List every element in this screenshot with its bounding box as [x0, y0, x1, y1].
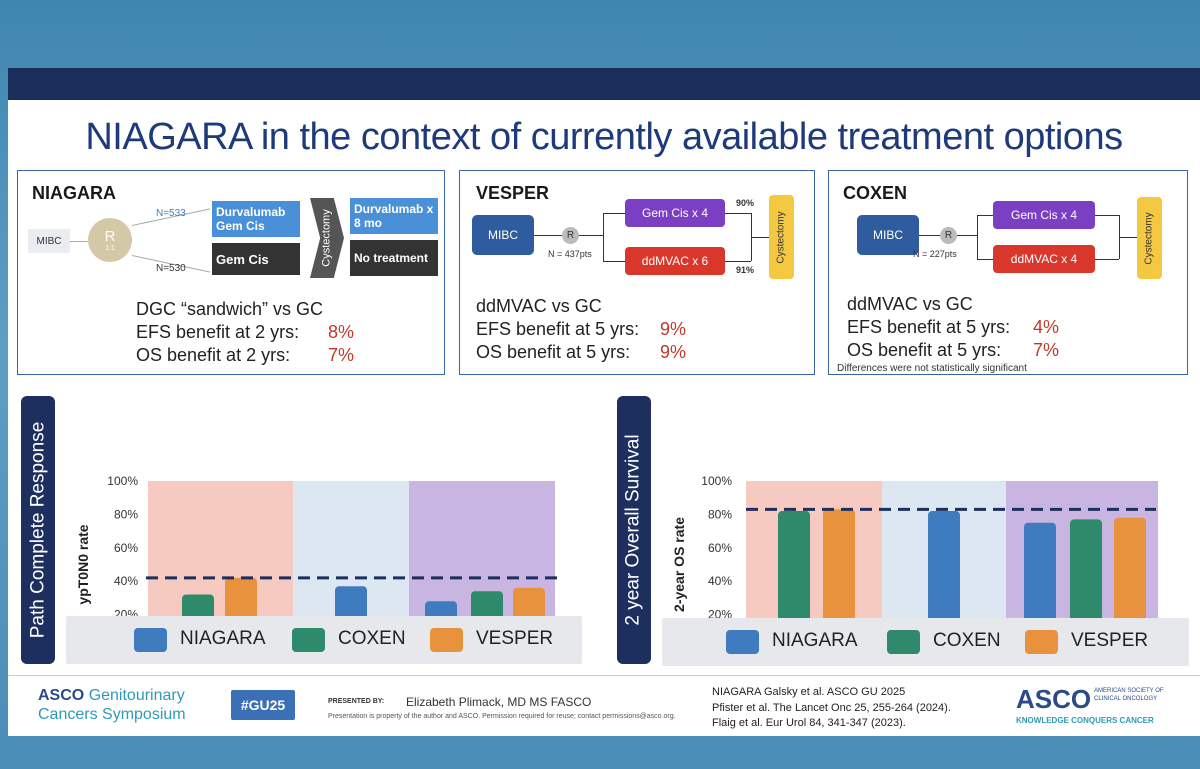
slide: NIAGARA in the context of currently avai…	[8, 68, 1200, 736]
legend-label-coxen: COXEN	[933, 630, 1001, 651]
coxen-note: Differences were not statistically signi…	[837, 363, 1027, 374]
legend-swatch-vesper	[1025, 630, 1058, 654]
os-legend: NIAGARA COXEN VESPER	[662, 618, 1189, 666]
pcr-legend: NIAGARA COXEN VESPER	[66, 616, 582, 664]
os-chart: ddMVACDurvaGCGC0%20%40%60%80%100%2-year …	[671, 474, 1158, 656]
legend-label-niagara: NIAGARA	[772, 630, 858, 651]
hashtag-badge: #GU25	[231, 690, 295, 720]
niagara-r-label: R	[104, 228, 116, 245]
os-chart-title: 2 year Overall Survival	[617, 396, 651, 664]
presenter-name: Elizabeth Plimack, MD MS FASCO	[406, 695, 592, 709]
legend-swatch-vesper	[430, 628, 463, 652]
vesper-cystectomy-box: Cystectomy	[769, 195, 794, 279]
vesper-efs: EFS benefit at 5 yrs: 9%	[476, 319, 687, 339]
niagara-mibc-box: MIBC	[28, 229, 70, 253]
niagara-n-bottom: N=530	[156, 263, 186, 274]
bar-coxen	[778, 511, 810, 648]
niagara-efs-value: 8%	[328, 322, 355, 342]
coxen-cystectomy-box: Cystectomy	[1137, 197, 1162, 279]
disclaimer: Presentation is property of the author a…	[328, 713, 676, 720]
asco-logo: ASCO AMERICAN SOCIETY OF CLINICAL ONCOLO…	[1016, 684, 1164, 725]
niagara-comparison: DGC “sandwich” vs GC	[136, 299, 324, 319]
legend-label-vesper: VESPER	[1071, 630, 1149, 651]
niagara-arm-gc: Gem Cis	[212, 243, 300, 275]
slide-title: NIAGARA in the context of currently avai…	[85, 116, 1123, 158]
y-tick-label: 40%	[708, 574, 732, 588]
y-axis-label: 2-year OS rate	[671, 517, 687, 612]
bar-vesper	[823, 509, 855, 648]
coxen-efs: EFS benefit at 5 yrs: 4%	[847, 317, 1060, 337]
niagara-ratio-label: 1:1	[105, 245, 115, 252]
niagara-randomize-circle: R 1:1	[88, 218, 132, 262]
y-tick-label: 100%	[107, 474, 138, 488]
y-tick-label: 60%	[114, 541, 138, 555]
coxen-title: COXEN	[843, 183, 908, 203]
coxen-efs-value: 4%	[1033, 317, 1060, 337]
niagara-post-none: No treatment	[350, 240, 438, 276]
vesper-os: OS benefit at 5 yrs: 9%	[476, 342, 687, 362]
y-tick-label: 80%	[114, 507, 138, 521]
top-bar	[8, 68, 1200, 100]
bar-niagara	[1024, 522, 1056, 648]
vesper-arm-ddmvac: ddMVAC x 6	[625, 247, 725, 275]
y-tick-label: 60%	[708, 541, 732, 555]
niagara-efs: EFS benefit at 2 yrs: 8%	[136, 322, 355, 342]
vesper-pct-top: 90%	[736, 198, 755, 208]
vesper-arm-gemcis: Gem Cis x 4	[625, 199, 725, 227]
pcr-chart-title: Path Complete Response	[21, 396, 55, 664]
niagara-panel: NIAGARA MIBC R 1:1 N=533 N=530 Durvaluma…	[17, 170, 445, 375]
legend-swatch-niagara	[134, 628, 167, 652]
niagara-arm-durva: Durvalumab Gem Cis	[212, 201, 300, 237]
vesper-n: N = 437pts	[548, 249, 592, 259]
coxen-os: OS benefit at 5 yrs: 7%	[847, 340, 1060, 360]
niagara-post-durva: Durvalumab x 8 mo	[350, 198, 438, 234]
coxen-panel: COXEN MIBC R N = 227pts Gem Cis x 4 ddMV…	[828, 170, 1188, 375]
vesper-comparison: ddMVAC vs GC	[476, 296, 602, 316]
vesper-efs-value: 9%	[660, 319, 687, 339]
coxen-randomize-circle: R	[940, 227, 957, 244]
vesper-pct-bottom: 91%	[736, 265, 755, 275]
y-tick-label: 80%	[708, 507, 732, 521]
y-tick-label: 40%	[114, 574, 138, 588]
bar-vesper	[1114, 517, 1146, 648]
vesper-mibc-box: MIBC	[472, 215, 534, 255]
y-tick-label: 100%	[701, 474, 732, 488]
niagara-os: OS benefit at 2 yrs: 7%	[136, 345, 355, 365]
legend-swatch-niagara	[726, 630, 759, 654]
legend-label-coxen: COXEN	[338, 628, 406, 649]
bar-coxen	[1070, 519, 1102, 648]
coxen-n: N = 227pts	[913, 249, 957, 259]
legend-swatch-coxen	[887, 630, 920, 654]
legend-swatch-coxen	[292, 628, 325, 652]
coxen-arm-gemcis: Gem Cis x 4	[993, 201, 1095, 229]
references: NIAGARA Galsky et al. ASCO GU 2025 Pfist…	[712, 686, 951, 729]
coxen-mibc-box: MIBC	[857, 215, 919, 255]
asco-gu-logo: ASCO Genitourinary Cancers Symposium	[38, 687, 186, 723]
bar-niagara	[928, 511, 960, 648]
coxen-comparison: ddMVAC vs GC	[847, 294, 973, 314]
legend-label-vesper: VESPER	[476, 628, 554, 649]
vesper-os-value: 9%	[660, 342, 687, 362]
coxen-os-value: 7%	[1033, 340, 1060, 360]
legend-label-niagara: NIAGARA	[180, 628, 266, 649]
y-axis-label: ypT0N0 rate	[75, 524, 91, 604]
coxen-arm-ddmvac: ddMVAC x 4	[993, 245, 1095, 273]
vesper-title: VESPER	[476, 183, 550, 203]
vesper-randomize-circle: R	[562, 227, 579, 244]
presented-by-label: PRESENTED BY:	[328, 698, 385, 705]
niagara-title: NIAGARA	[32, 183, 116, 203]
niagara-os-value: 7%	[328, 345, 355, 365]
niagara-cystectomy-arrow: Cystectomy	[310, 198, 344, 278]
niagara-n-top: N=533	[156, 208, 186, 219]
vesper-panel: VESPER MIBC R N = 437pts Gem Cis x 4 ddM…	[459, 170, 815, 375]
